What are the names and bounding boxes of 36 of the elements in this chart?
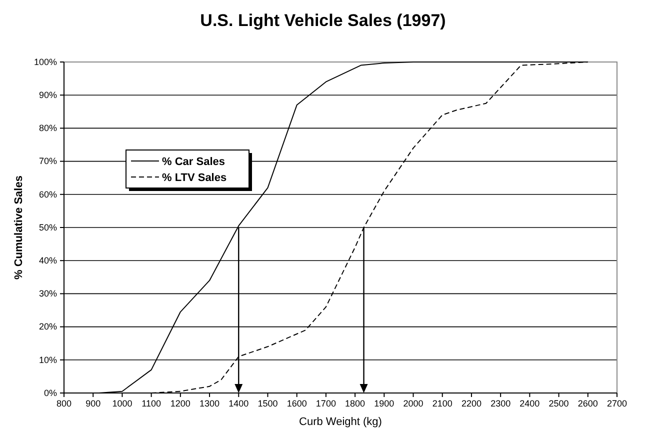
y-tick-label: 50% <box>38 222 57 232</box>
y-axis-title: % Cumulative Sales <box>13 176 25 280</box>
x-tick-label: 2700 <box>606 398 628 408</box>
x-tick-label: 1400 <box>228 398 249 408</box>
x-tick-label: 800 <box>56 398 72 408</box>
x-tick-label: 2200 <box>461 398 482 408</box>
x-tick-label: 1700 <box>316 398 336 408</box>
chart-title: U.S. Light Vehicle Sales (1997) <box>200 11 446 30</box>
y-tick-label: 40% <box>38 255 57 266</box>
x-tick-label: 2000 <box>403 398 424 408</box>
legend-label: % Car Sales <box>162 156 225 168</box>
x-tick-label: 1800 <box>345 398 366 408</box>
y-tick-label: 60% <box>38 189 57 200</box>
y-tick-label: 0% <box>44 388 57 398</box>
y-tick-label: 70% <box>38 156 57 166</box>
x-tick-label: 1300 <box>200 398 220 408</box>
x-tick-label: 2400 <box>520 398 540 408</box>
x-tick-label: 2500 <box>548 398 569 408</box>
legend-label: % LTV Sales <box>162 172 227 184</box>
y-tick-label: 20% <box>38 322 57 332</box>
x-tick-label: 1500 <box>258 398 278 408</box>
x-tick-label: 2100 <box>432 398 452 408</box>
y-tick-label: 10% <box>38 354 57 365</box>
y-tick-label: 90% <box>38 90 57 100</box>
x-tick-label: 2300 <box>490 398 511 408</box>
x-tick-label: 1000 <box>112 398 132 408</box>
y-tick-label: 100% <box>34 56 57 67</box>
y-tick-label: 80% <box>38 123 57 134</box>
x-tick-label: 900 <box>86 398 101 408</box>
x-tick-label: 1900 <box>374 398 394 408</box>
x-tick-label: 2600 <box>578 398 598 408</box>
y-tick-label: 30% <box>38 288 57 299</box>
x-tick-label: 1100 <box>142 398 161 408</box>
x-tick-label: 1200 <box>170 398 190 408</box>
x-tick-label: 1600 <box>286 398 307 408</box>
x-axis-title: Curb Weight (kg) <box>299 416 382 428</box>
